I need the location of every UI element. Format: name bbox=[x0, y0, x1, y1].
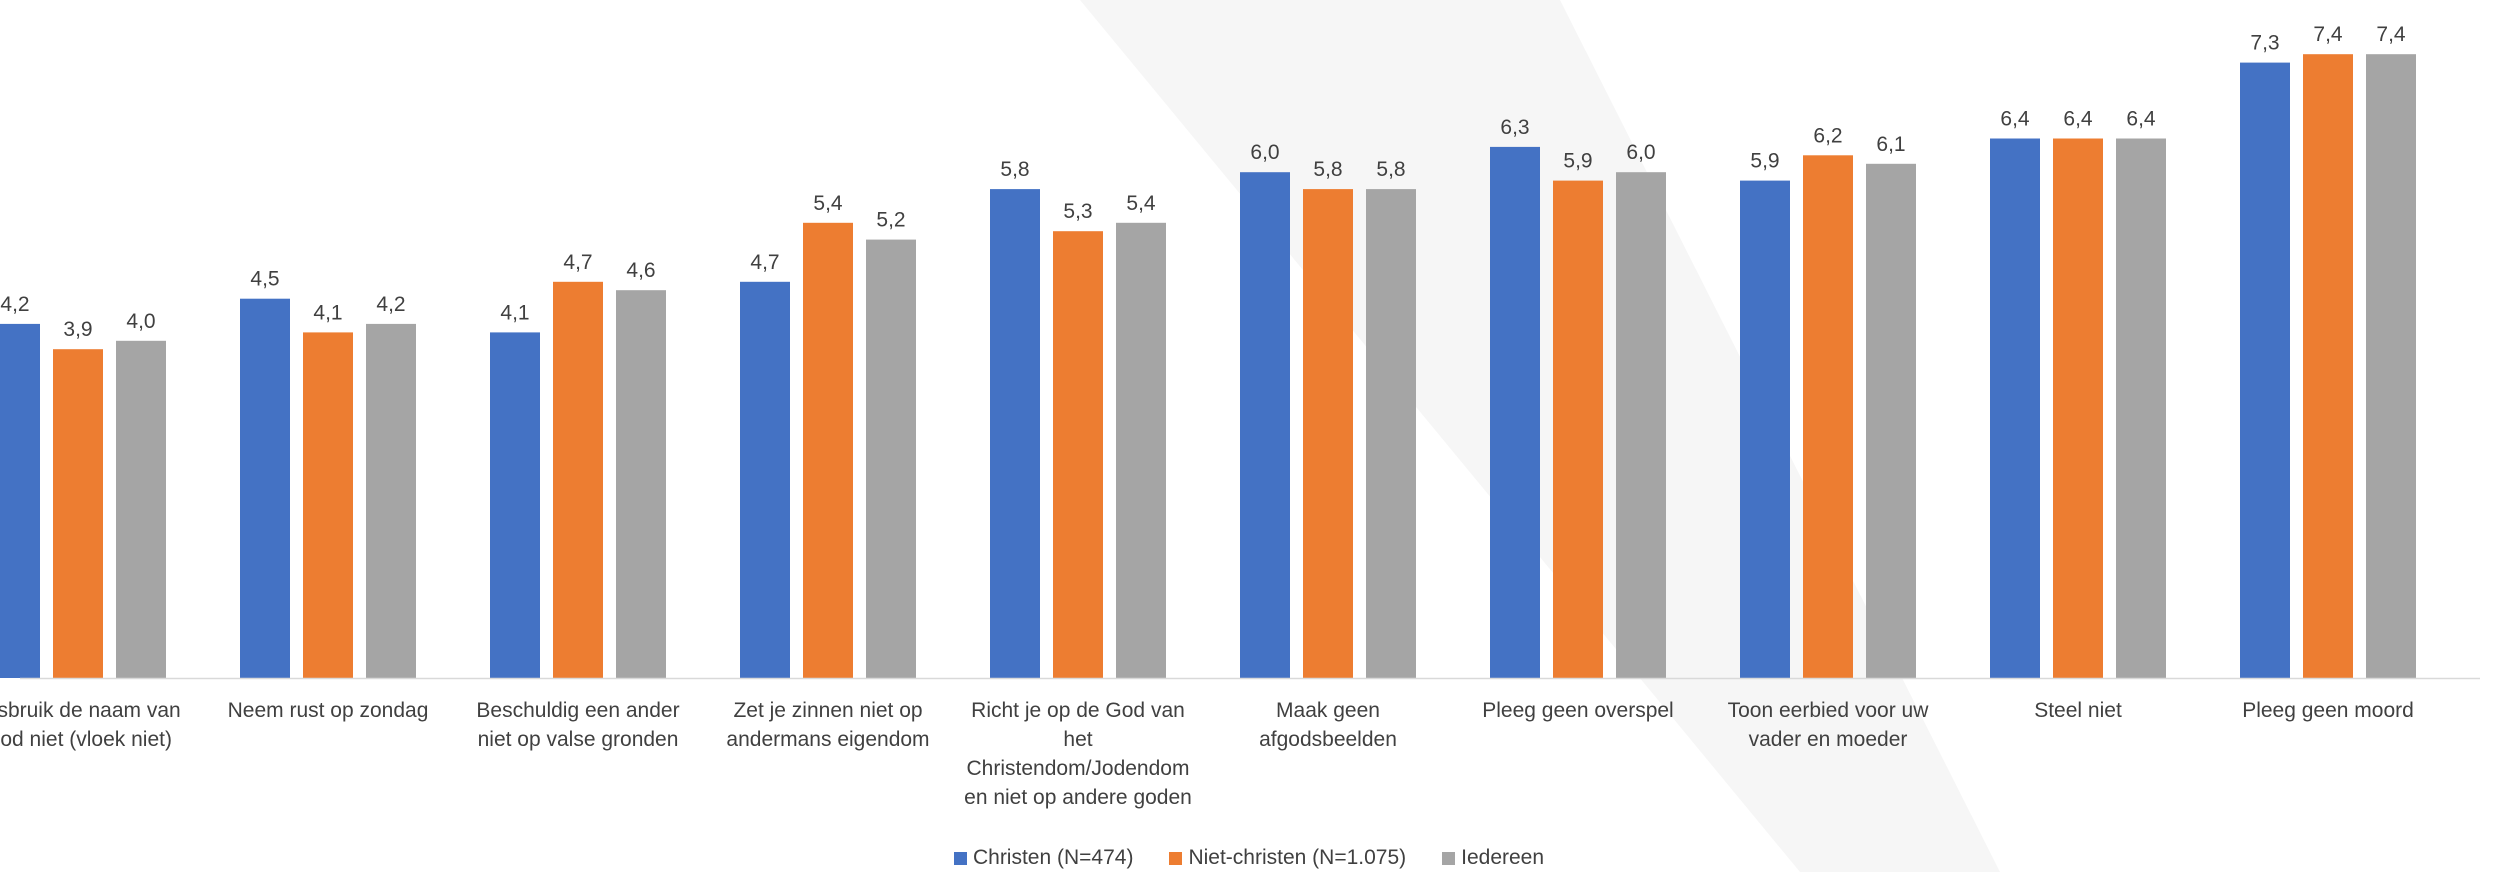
data-label: 4,0 bbox=[126, 310, 155, 333]
bar bbox=[1116, 222, 1166, 679]
data-label: 5,9 bbox=[1563, 150, 1592, 173]
data-label: 4,7 bbox=[563, 251, 592, 274]
data-label: 5,2 bbox=[876, 209, 905, 232]
legend-item-iedereen: Iedereen bbox=[1442, 846, 1544, 870]
data-label: 5,4 bbox=[813, 192, 843, 215]
bar bbox=[490, 332, 540, 678]
bar bbox=[2240, 62, 2290, 679]
bar bbox=[0, 323, 40, 678]
bar bbox=[990, 189, 1040, 678]
data-label: 6,4 bbox=[2126, 108, 2156, 131]
bar bbox=[2366, 54, 2416, 678]
value-labels-group: 4,2 3,9 4,0 4,5 4,1 4,2 4,1 4,7 4,6 4,7 5,4 5,2 5,8 5… bbox=[0, 23, 2406, 341]
bar bbox=[303, 332, 353, 678]
data-label: 6,2 bbox=[1813, 124, 1842, 147]
data-label: 3,9 bbox=[63, 318, 92, 341]
bar bbox=[866, 239, 916, 678]
legend-label-niet-christen: Niet-christen (N=1.075) bbox=[1188, 846, 1407, 869]
data-label: 4,1 bbox=[500, 301, 529, 324]
data-label: 7,4 bbox=[2376, 23, 2406, 46]
data-label: 4,6 bbox=[626, 259, 655, 282]
bar bbox=[1490, 146, 1540, 678]
category-label: Pleeg geen overspel bbox=[1482, 699, 1674, 722]
data-label: 5,3 bbox=[1063, 200, 1092, 223]
data-label: 5,8 bbox=[1000, 158, 1029, 181]
data-label: 5,8 bbox=[1313, 158, 1342, 181]
bar bbox=[1553, 180, 1603, 678]
data-label: 5,4 bbox=[1126, 192, 1156, 215]
legend-label-christen: Christen (N=474) bbox=[972, 846, 1134, 869]
legend-swatch-niet-christen bbox=[1169, 851, 1183, 865]
data-label: 6,4 bbox=[2063, 108, 2093, 131]
data-label: 6,3 bbox=[1500, 116, 1529, 139]
category-label: Pleeg geen moord bbox=[2242, 699, 2414, 722]
data-label: 4,1 bbox=[313, 301, 342, 324]
bar bbox=[1240, 172, 1290, 678]
data-label: 6,4 bbox=[2000, 108, 2030, 131]
bar bbox=[1366, 189, 1416, 678]
category-label: Richt je op de God van het Christendom/J… bbox=[964, 699, 1192, 809]
bar bbox=[1866, 163, 1916, 679]
bar bbox=[240, 298, 290, 678]
bar bbox=[1740, 180, 1790, 678]
data-label: 6,0 bbox=[1250, 141, 1279, 164]
category-label: Zet je zinnen niet op andermans eigendom bbox=[726, 699, 930, 751]
bar bbox=[116, 340, 166, 678]
bar bbox=[1616, 172, 1666, 678]
data-label: 5,8 bbox=[1376, 158, 1405, 181]
legend-label-iedereen: Iedereen bbox=[1461, 846, 1545, 869]
legend-item-christen: Christen (N=474) bbox=[953, 846, 1134, 870]
legend-swatch-christen bbox=[953, 851, 967, 865]
bar bbox=[740, 281, 790, 678]
bar bbox=[53, 349, 103, 678]
data-label: 7,3 bbox=[2250, 32, 2279, 55]
bar bbox=[366, 323, 416, 678]
legend-swatch-iedereen bbox=[1442, 851, 1456, 865]
data-label: 6,0 bbox=[1626, 141, 1655, 164]
data-label: 4,2 bbox=[376, 293, 405, 316]
category-label: Neem rust op zondag bbox=[227, 699, 429, 722]
data-label: 4,5 bbox=[250, 268, 279, 291]
bar bbox=[1053, 231, 1103, 678]
category-label: Misbruik de naam van God niet (vloek nie… bbox=[0, 699, 181, 751]
bars-group bbox=[0, 54, 2416, 679]
legend: Christen (N=474) Niet-christen (N=1.075)… bbox=[0, 846, 2498, 870]
bar bbox=[1303, 189, 1353, 678]
data-label: 4,7 bbox=[750, 251, 779, 274]
data-label: 5,9 bbox=[1750, 150, 1779, 173]
bar bbox=[616, 290, 666, 678]
bar bbox=[553, 281, 603, 678]
bar bbox=[1803, 155, 1853, 679]
bar bbox=[2303, 54, 2353, 678]
data-label: 6,1 bbox=[1876, 133, 1905, 156]
category-label: Maak geen afgodsbeelden bbox=[1259, 699, 1397, 751]
category-label: Toon eerbied voor uw vader en moeder bbox=[1727, 699, 1929, 751]
bar bbox=[1990, 138, 2040, 678]
bar bbox=[2053, 138, 2103, 678]
bar bbox=[803, 222, 853, 679]
category-label: Steel niet bbox=[2034, 699, 2122, 722]
data-label: 7,4 bbox=[2313, 23, 2343, 46]
bar bbox=[2116, 138, 2166, 678]
data-label: 4,2 bbox=[0, 293, 29, 316]
category-label: Beschuldig een ander niet op valse grond… bbox=[476, 699, 680, 751]
legend-item-niet-christen: Niet-christen (N=1.075) bbox=[1169, 846, 1406, 870]
